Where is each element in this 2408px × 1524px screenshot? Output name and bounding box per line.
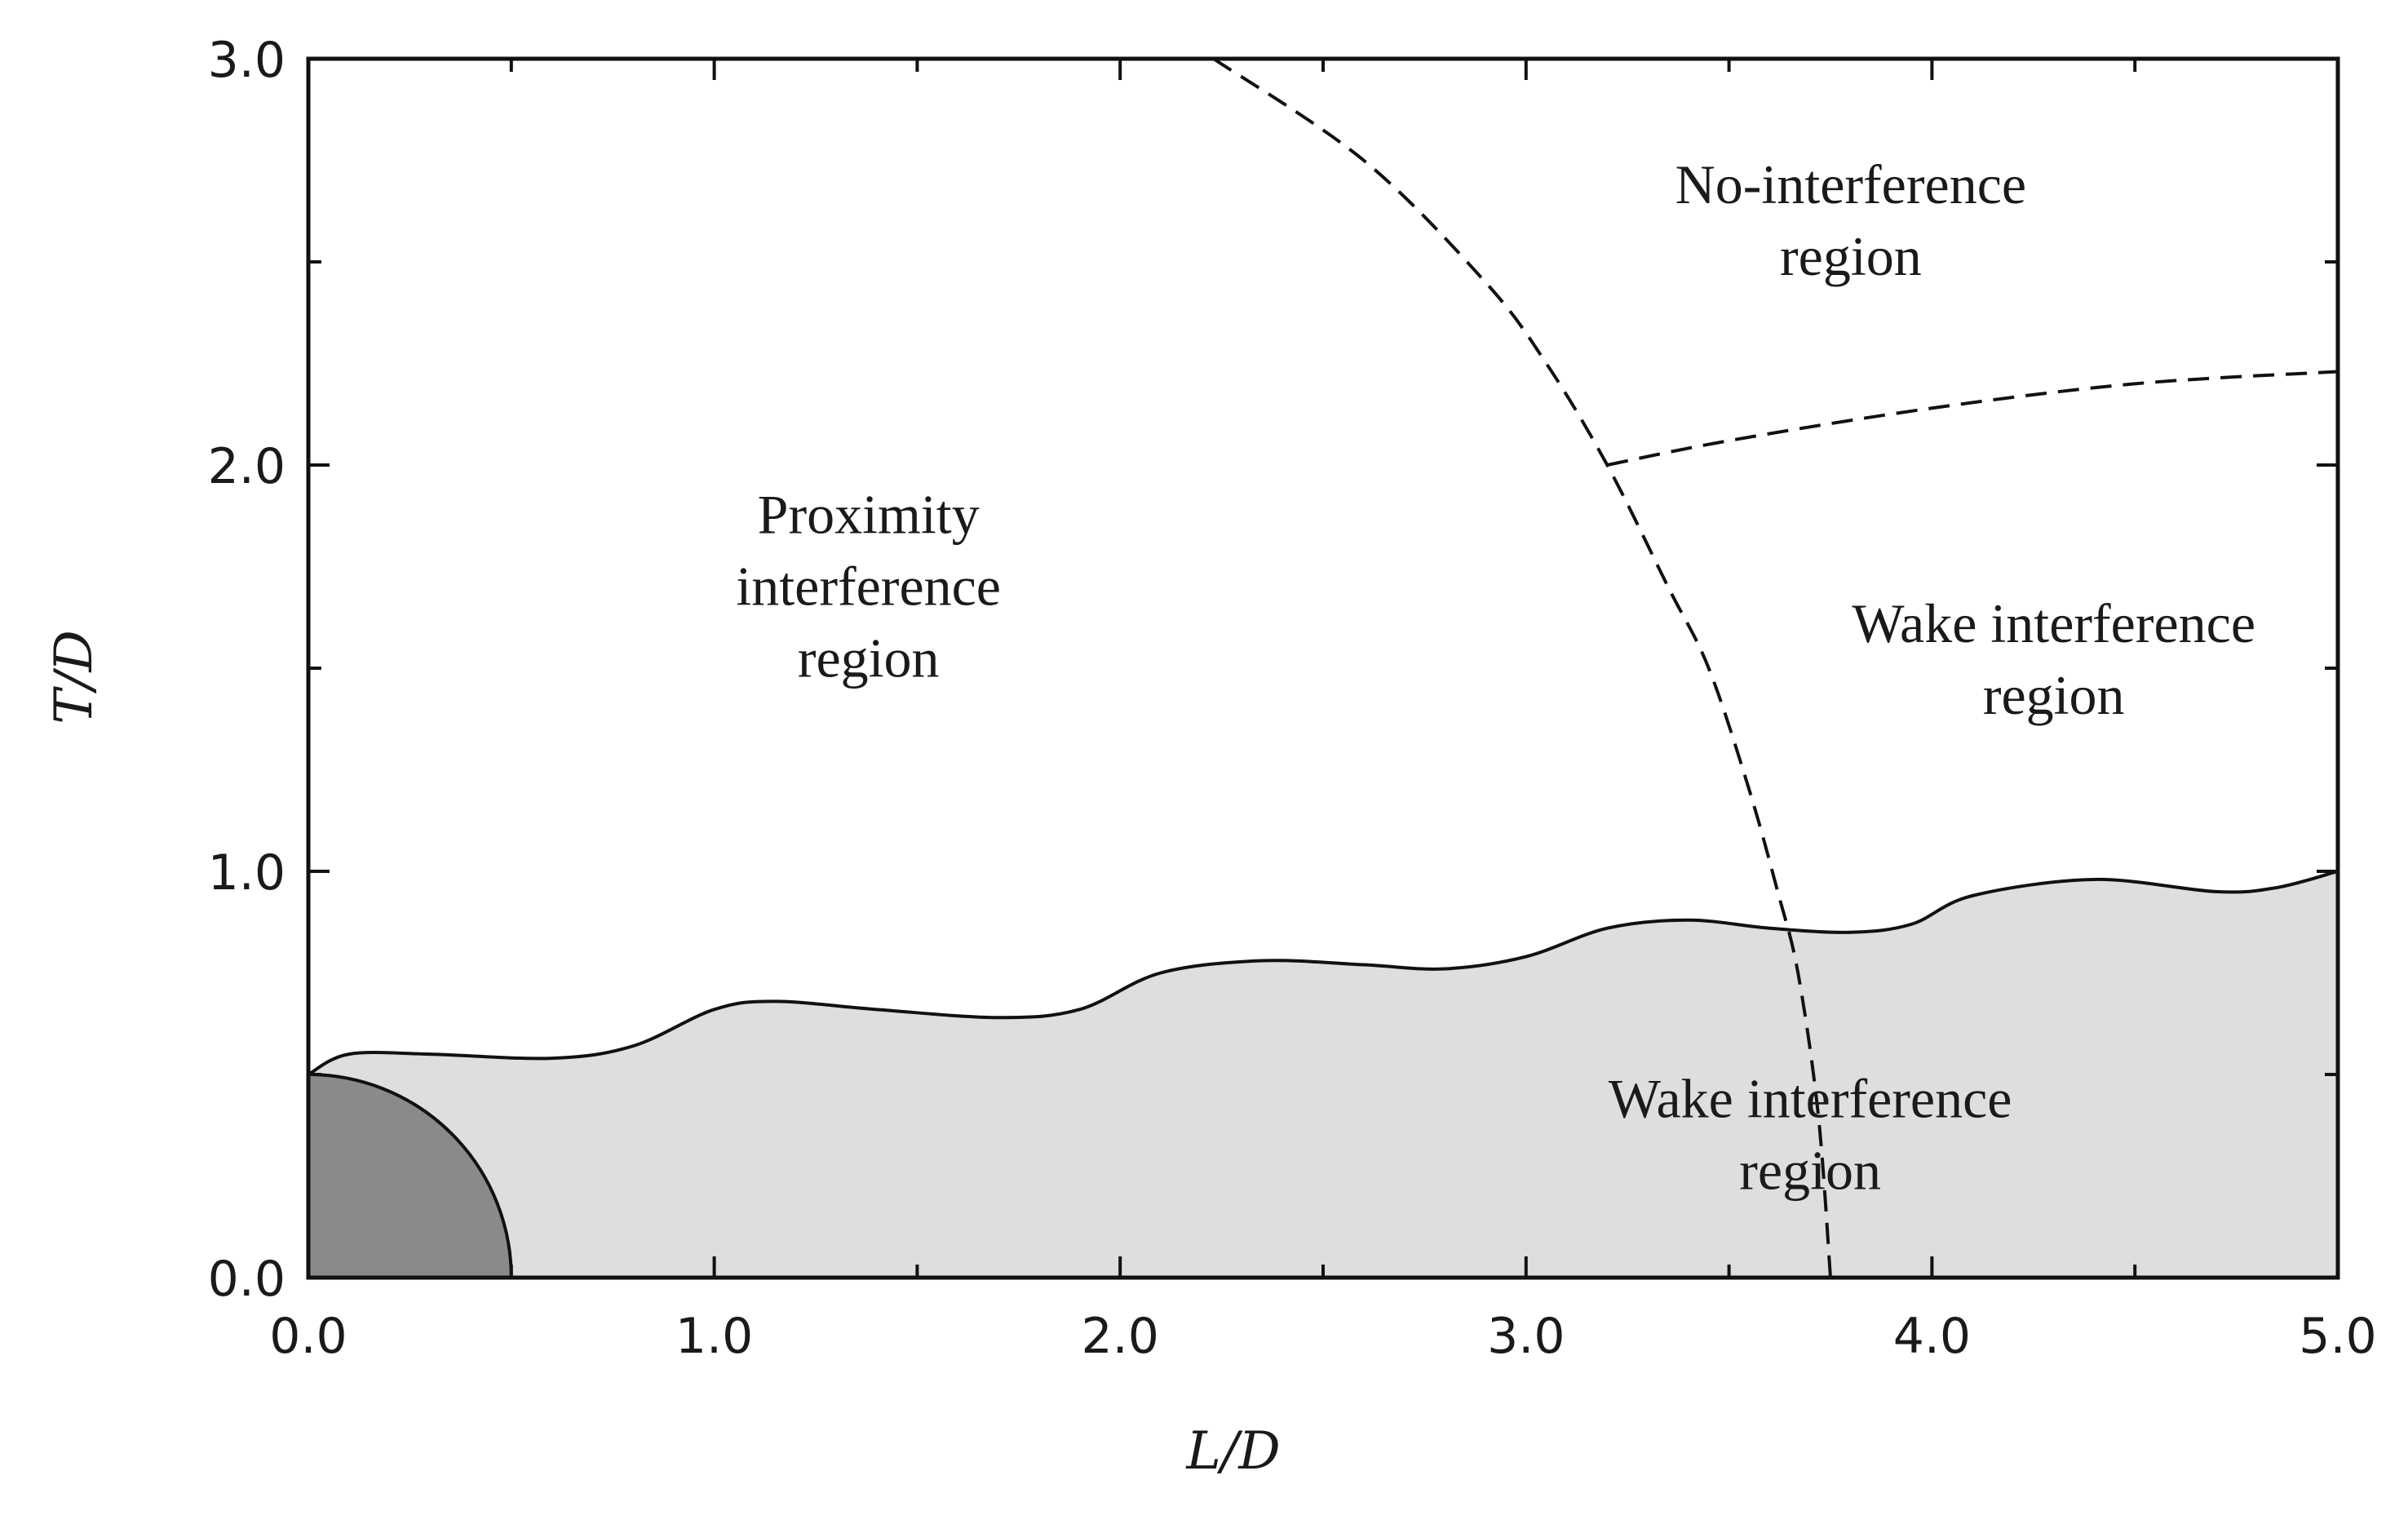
- region-label-proximity: Proximity: [758, 483, 980, 545]
- no-interference-boundary-line: [1606, 370, 2339, 467]
- x-axis-title: L/D: [1185, 1421, 1280, 1482]
- wake-boundary-line: [307, 870, 2339, 1076]
- x-tick-label: 2.0: [1081, 1308, 1158, 1365]
- y-tick-label: 3.0: [208, 32, 286, 89]
- region-label-wake-lower: region: [1739, 1140, 1881, 1202]
- cylinder-quarter: [307, 1072, 513, 1279]
- region-label-wake-upper: region: [1983, 664, 2125, 726]
- region-label-proximity: interference: [736, 555, 1001, 617]
- x-tick-label: 1.0: [675, 1308, 753, 1365]
- x-tick-label: 4.0: [1893, 1308, 1971, 1365]
- y-tick-label: 2.0: [208, 438, 286, 495]
- y-tick-label: 1.0: [208, 844, 286, 902]
- axis-ticks: [307, 57, 2339, 1279]
- wake-region-fill: [308, 871, 2338, 1278]
- region-label-proximity: region: [798, 627, 940, 689]
- tick-labels: 0.0 1.0 2.0 3.0 4.0 5.0 0.0 1.0 2.0 3.0: [208, 32, 2377, 1365]
- proximity-boundary-line: [1212, 57, 1832, 1278]
- series-layer: [307, 57, 2339, 1279]
- region-label-no-interference: region: [1780, 225, 1922, 287]
- region-label-no-interference: No-interference: [1675, 153, 2026, 215]
- x-tick-label: 5.0: [2299, 1308, 2376, 1365]
- x-tick-label: 0.0: [269, 1308, 347, 1365]
- region-label-wake-upper: Wake interference: [1852, 592, 2255, 654]
- x-tick-label: 3.0: [1487, 1308, 1565, 1365]
- y-tick-label: 0.0: [208, 1251, 286, 1308]
- region-label-wake-lower: Wake interference: [1609, 1068, 2012, 1130]
- y-axis-title: T/D: [44, 630, 104, 724]
- region-annotations: No-interference region Proximity interferen…: [736, 153, 2255, 1202]
